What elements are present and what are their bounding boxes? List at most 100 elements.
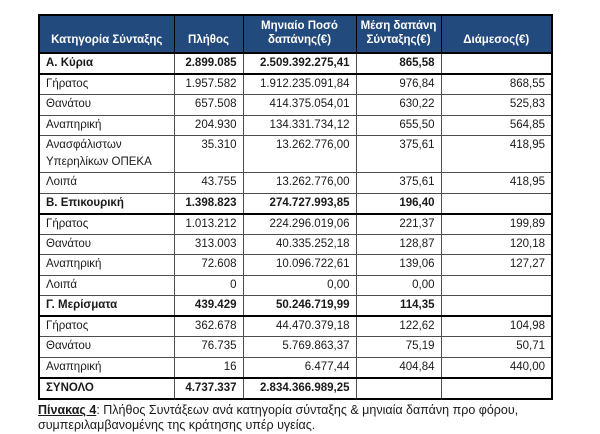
count-cell: 204.930 <box>173 114 244 136</box>
column-header-average: Μέση δαπάνη Σύνταξης(€) <box>355 14 442 54</box>
median-cell: 199,89 <box>440 213 553 235</box>
caption-label: Πίνακας 4 <box>38 402 97 417</box>
median-cell: 868,55 <box>440 73 553 96</box>
average-cell: 375,61 <box>355 172 442 194</box>
category-cell: Γήρατος <box>38 315 175 338</box>
monthly-amount-cell: 40.335.252,18 <box>242 233 357 256</box>
category-cell: Αναπηρική <box>38 114 175 136</box>
average-cell: 655,50 <box>355 114 442 136</box>
average-cell: 404,84 <box>355 356 442 379</box>
monthly-amount-cell: 13.262.776,00 <box>242 134 357 174</box>
count-cell: 1.398.823 <box>173 192 244 215</box>
monthly-amount-cell: 414.375.054,01 <box>242 94 357 116</box>
median-cell: 127,27 <box>440 254 553 276</box>
category-cell: Αναπηρική <box>38 356 175 379</box>
average-cell: 196,40 <box>355 192 442 215</box>
count-cell: 439.429 <box>173 294 244 317</box>
table-caption: Πίνακας 4: Πλήθος Συντάξεων ανά κατηγορί… <box>38 403 556 434</box>
count-cell: 2.899.085 <box>173 52 244 76</box>
table-row: Θανάτου 313.003 40.335.252,18 128,87 120,18 <box>38 233 553 256</box>
category-cell: Α. Κύρια <box>38 52 175 76</box>
category-cell: Β. Επικουρική <box>38 192 175 215</box>
median-cell: 418,95 <box>440 172 553 194</box>
count-cell: 313.003 <box>173 233 244 256</box>
average-cell: 139,06 <box>355 254 442 276</box>
monthly-amount-cell: 0,00 <box>242 274 357 296</box>
document-page: Κατηγορία Σύνταξης Πλήθος Μηνιαίο Ποσό δ… <box>38 14 553 433</box>
count-cell: 657.508 <box>173 94 244 116</box>
category-cell: Γήρατος <box>38 213 175 235</box>
median-cell: 104,98 <box>440 315 553 338</box>
monthly-amount-cell: 134.331.734,12 <box>242 114 357 136</box>
column-header-monthly: Μηνιαίο Ποσό δαπάνης(€) <box>242 14 357 54</box>
caption-text: : Πλήθος Συντάξεων ανά κατηγορία σύνταξη… <box>38 402 519 433</box>
table-row: Αναπηρική 16 6.477,44 404,84 440,00 <box>38 356 553 379</box>
header-row: Κατηγορία Σύνταξης Πλήθος Μηνιαίο Ποσό δ… <box>38 14 553 54</box>
table-row: Λοιπά 0 0,00 0,00 <box>38 274 553 296</box>
average-cell: 122,62 <box>355 315 442 338</box>
table-row: ΣΥΝΟΛΟ 4.737.337 2.834.366.989,25 <box>38 376 553 400</box>
median-cell <box>440 274 553 296</box>
table-row: Β. Επικουρική 1.398.823 274.727.993,85 196,… <box>38 192 553 215</box>
table-row: Ανασφάλιστων Υπερηλίκων ΟΠΕΚΑ 35.310 13.26… <box>38 134 553 174</box>
column-header-count: Πλήθος <box>173 14 244 54</box>
median-cell <box>440 192 553 215</box>
table-header: Κατηγορία Σύνταξης Πλήθος Μηνιαίο Ποσό δ… <box>38 14 553 54</box>
monthly-amount-cell: 6.477,44 <box>242 356 357 379</box>
count-cell: 1.013.212 <box>173 213 244 235</box>
category-cell: Αναπηρική <box>38 254 175 276</box>
monthly-amount-cell: 274.727.993,85 <box>242 192 357 215</box>
average-cell <box>355 376 442 400</box>
monthly-amount-cell: 2.834.366.989,25 <box>242 376 357 400</box>
median-cell: 525,83 <box>440 94 553 116</box>
monthly-amount-cell: 1.912.235.091,84 <box>242 73 357 96</box>
table-body: Α. Κύρια 2.899.085 2.509.392.275,41 865,58 Γ… <box>38 52 553 400</box>
table-row: Α. Κύρια 2.899.085 2.509.392.275,41 865,58 <box>38 52 553 76</box>
column-header-median: Διάμεσος(€) <box>440 14 553 54</box>
average-cell: 114,35 <box>355 294 442 317</box>
count-cell: 35.310 <box>173 134 244 174</box>
average-cell: 375,61 <box>355 134 442 174</box>
count-cell: 4.737.337 <box>173 376 244 400</box>
table-row: Γήρατος 1.957.582 1.912.235.091,84 976,84 86… <box>38 73 553 96</box>
table-row: Γήρατος 362.678 44.470.379,18 122,62 104,98 <box>38 315 553 338</box>
table-row: Αναπηρική 72.608 10.096.722,61 139,06 127,27 <box>38 254 553 276</box>
count-cell: 1.957.582 <box>173 73 244 96</box>
median-cell: 564,85 <box>440 114 553 136</box>
monthly-amount-cell: 44.470.379,18 <box>242 315 357 338</box>
category-cell: Γ. Μερίσματα <box>38 294 175 317</box>
median-cell: 418,95 <box>440 134 553 174</box>
median-cell: 440,00 <box>440 356 553 379</box>
average-cell: 75,19 <box>355 336 442 358</box>
column-header-category: Κατηγορία Σύνταξης <box>38 14 175 54</box>
category-cell: Γήρατος <box>38 73 175 96</box>
average-cell: 630,22 <box>355 94 442 116</box>
category-cell: Θανάτου <box>38 94 175 116</box>
median-cell: 50,71 <box>440 336 553 358</box>
count-cell: 0 <box>173 274 244 296</box>
count-cell: 72.608 <box>173 254 244 276</box>
count-cell: 43.755 <box>173 172 244 194</box>
median-cell <box>440 52 553 76</box>
table-row: Λοιπά 43.755 13.262.776,00 375,61 418,95 <box>38 172 553 194</box>
table-row: Θανάτου 76.735 5.769.863,37 75,19 50,71 <box>38 336 553 358</box>
category-cell: Θανάτου <box>38 233 175 256</box>
category-cell: Θανάτου <box>38 336 175 358</box>
category-cell: Λοιπά <box>38 172 175 194</box>
median-cell: 120,18 <box>440 233 553 256</box>
count-cell: 16 <box>173 356 244 379</box>
table-row: Θανάτου 657.508 414.375.054,01 630,22 525,83 <box>38 94 553 116</box>
monthly-amount-cell: 10.096.722,61 <box>242 254 357 276</box>
count-cell: 362.678 <box>173 315 244 338</box>
average-cell: 865,58 <box>355 52 442 76</box>
monthly-amount-cell: 50.246.719,99 <box>242 294 357 317</box>
average-cell: 221,37 <box>355 213 442 235</box>
table-row: Αναπηρική 204.930 134.331.734,12 655,50 564,… <box>38 114 553 136</box>
table-row: Γ. Μερίσματα 439.429 50.246.719,99 114,35 <box>38 294 553 317</box>
count-cell: 76.735 <box>173 336 244 358</box>
average-cell: 0,00 <box>355 274 442 296</box>
pension-statistics-table: Κατηγορία Σύνταξης Πλήθος Μηνιαίο Ποσό δ… <box>38 14 553 400</box>
category-cell: Ανασφάλιστων Υπερηλίκων ΟΠΕΚΑ <box>38 134 175 174</box>
median-cell <box>440 376 553 400</box>
table-row: Γήρατος 1.013.212 224.296.019,06 221,37 199,… <box>38 213 553 235</box>
